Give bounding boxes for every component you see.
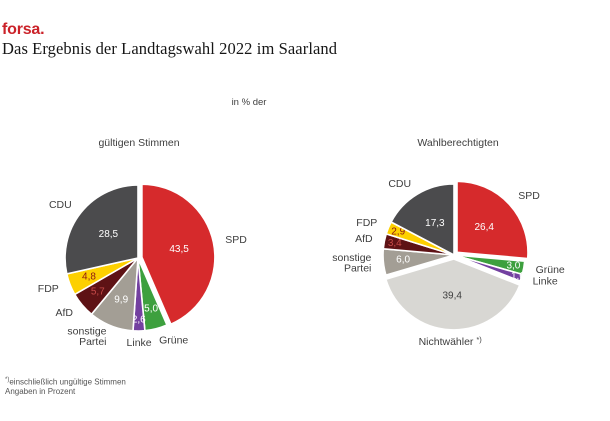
pie-slice-0-spd [141,183,216,326]
pie-value-0-gruene: 5,0 [144,303,158,314]
chart-title-eligible-voters: Wahlberechtigten [417,137,499,149]
pie-value-1-gruene: 3,0 [506,260,520,271]
pie-value-0-sonstige: 9,9 [114,295,128,306]
pie-party-label-0-afd: AfD [55,307,73,319]
footnote-line-1-text: einschließlich ungültige Stimmen [9,377,126,387]
pie-value-1-sonstige: 6,0 [396,255,410,266]
pie-value-1-linke: 1,6 [511,271,525,282]
pie-party-label-1-gruene: Grüne [536,264,565,276]
chart-title-valid-votes: gültigen Stimmen [98,137,180,149]
pie-value-0-cdu: 28,5 [99,229,119,240]
pie-value-0-linke: 2,6 [132,315,146,326]
pie-slice-1-nichtwaehler [384,258,521,331]
pie-party-label-1-nichtwaehler: Nichtwähler *) [419,334,483,348]
footnote-line-1: *)einschließlich ungültige Stimmen [5,376,126,387]
pie-party-label-1-sonstige-0: sonstige [332,252,371,264]
pie-party-label-0-sonstige-0: sonstige [67,326,106,338]
pie-slice-0-cdu [64,184,139,275]
pie-party-label-0-spd: SPD [225,234,247,246]
pie-party-label-1-afd: AfD [355,233,373,245]
pie-value-1-cdu: 17,3 [425,218,445,229]
pie-party-label-1-linke: Linke [533,276,558,288]
footnote-marker: *) [5,377,10,383]
page-title: Das Ergebnis der Landtagswahl 2022 im Sa… [2,39,338,58]
pie-party-label-1-sonstige-1: Partei [344,263,371,275]
footnote: *)einschließlich ungültige Stimmen Angab… [5,376,126,397]
pie-chart-0: 43,5 SPD 5,0 Grüne 2,6 Linke 9,9 sonstigePartei… [38,183,247,349]
pie-slice-1-spd [456,180,529,260]
pie-party-label-1-fdp: FDP [356,217,377,229]
pie-party-label-0-fdp: FDP [38,283,59,295]
charts-subtitle: in % der [231,97,267,108]
pie-value-1-spd: 26,4 [474,222,494,233]
pie-chart-1: 26,4 SPD 3,0 Grüne 1,6 Linke 39,4 Nichtwähler *… [332,178,565,348]
pie-value-0-spd: 43,5 [169,244,189,255]
pie-value-1-fdp: 2,9 [391,226,405,237]
forsa-logo: forsa. [2,21,45,38]
pie-value-1-afd: 3,4 [388,238,402,249]
pie-slice-1-cdu [390,183,455,257]
pie-slice-1-linke [453,254,524,283]
pie-value-0-afd: 5,7 [91,286,105,297]
pie-party-label-0-gruene: Grüne [159,334,188,346]
pie-party-label-1-spd: SPD [518,190,540,202]
pie-party-label-0-cdu: CDU [49,199,72,211]
pie-value-0-fdp: 4,8 [82,272,96,283]
footnote-line-2: Angaben in Prozent [5,387,76,397]
pie-party-label-0-linke: Linke [127,337,152,349]
pie-value-1-nichtwaehler: 39,4 [442,290,462,301]
pie-party-label-1-cdu: CDU [388,178,411,190]
pie-party-label-0-sonstige-1: Partei [79,336,106,348]
